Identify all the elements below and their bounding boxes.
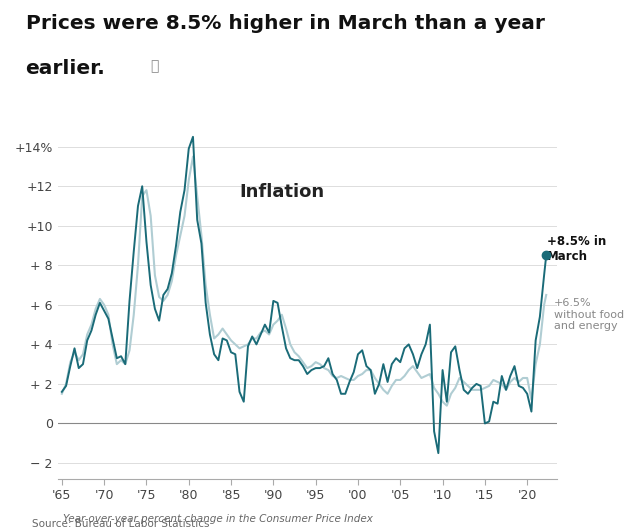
Text: +6.5%
without food
and energy: +6.5% without food and energy bbox=[554, 298, 625, 331]
Text: Inflation: Inflation bbox=[239, 182, 325, 201]
Text: earlier.: earlier. bbox=[26, 60, 106, 78]
Text: Year-over-year percent change in the Consumer Price Index: Year-over-year percent change in the Con… bbox=[63, 514, 372, 524]
Text: Prices were 8.5% higher in March than a year: Prices were 8.5% higher in March than a … bbox=[26, 14, 545, 34]
Text: +8.5% in
March: +8.5% in March bbox=[547, 236, 606, 263]
Text: Source: Bureau of Labor Statistics: Source: Bureau of Labor Statistics bbox=[32, 519, 209, 529]
Text: ⛓: ⛓ bbox=[150, 60, 159, 73]
